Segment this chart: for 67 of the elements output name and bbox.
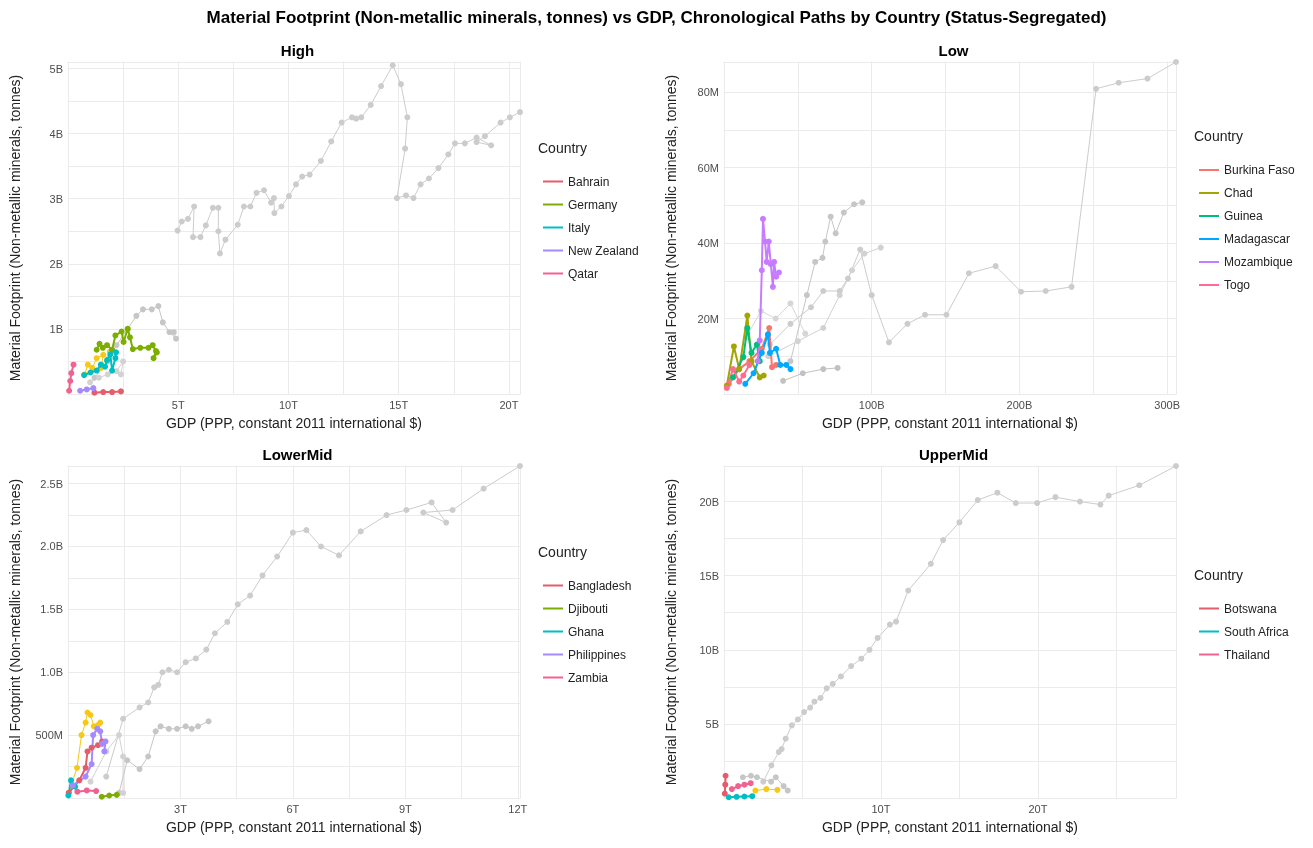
legend-label: Thailand xyxy=(1224,647,1271,662)
legend-label: Chad xyxy=(1224,186,1253,200)
x-tick-label: 300B xyxy=(1154,398,1180,411)
x-axis-title: GDP (PPP, constant 2011 international $) xyxy=(165,819,423,835)
x-tick-label: 10T xyxy=(871,802,891,815)
y-tick-label: 15B xyxy=(699,569,719,582)
y-tick-label: 1.5B xyxy=(40,603,63,616)
legend-label: Djibouti xyxy=(568,601,609,616)
legend-label: Philippines xyxy=(568,647,627,662)
x-tick-label: 10T xyxy=(279,398,299,411)
y-tick-label: 10B xyxy=(699,643,719,656)
x-tick-label: 15T xyxy=(389,398,409,411)
x-tick-label: 6T xyxy=(286,802,300,815)
legend-label: Bangladesh xyxy=(568,578,632,593)
legend-label: Guinea xyxy=(1224,209,1264,223)
y-tick-label: 80M xyxy=(697,86,719,99)
legend-label: Burkina Faso xyxy=(1224,163,1296,177)
legend-label: Bahrain xyxy=(568,174,610,189)
x-tick-label: 20T xyxy=(1028,802,1048,815)
legend-label: Madagascar xyxy=(1224,232,1291,246)
legend-label: Italy xyxy=(568,220,591,235)
y-axis-title: Material Footprint (Non-metallic minerals, tonnes) xyxy=(7,74,23,382)
y-axis-title: Material Footprint (Non-metallic minerals, tonnes) xyxy=(663,478,679,786)
x-tick-label: 100B xyxy=(858,398,885,411)
y-tick-label: 4B xyxy=(49,127,63,140)
y-tick-label: 20M xyxy=(697,312,719,325)
y-axis-title: Material Footprint (Non-metallic minerals, tonnes) xyxy=(663,74,679,382)
x-axis-title: GDP (PPP, constant 2011 international $) xyxy=(821,415,1079,431)
y-tick-label: 20B xyxy=(699,495,719,508)
text: Material Footprint (Non-metallic minerals, tonnes) vs GDP, Chronological Paths by Country (Status-Segregated) xyxy=(206,8,1107,28)
x-tick-label: 20T xyxy=(499,398,519,411)
x-tick-label: 3T xyxy=(174,802,188,815)
legend-label: New Zealand xyxy=(568,243,639,258)
legend-title: Country xyxy=(1194,566,1244,583)
x-axis-title: GDP (PPP, constant 2011 international $) xyxy=(165,415,423,431)
y-tick-label: 2.0B xyxy=(40,540,63,553)
chart-title: LowerMid xyxy=(262,446,333,463)
legend-label: Zambia xyxy=(568,670,609,685)
legend-label: Germany xyxy=(568,197,618,212)
legend-label: Qatar xyxy=(568,266,599,281)
y-tick-label: 40M xyxy=(697,237,719,250)
x-tick-label: 200B xyxy=(1006,398,1033,411)
legend-label: Botswana xyxy=(1224,601,1278,616)
y-tick-label: 1.0B xyxy=(40,666,63,679)
chart-title: High xyxy=(280,42,315,59)
y-tick-label: 60M xyxy=(697,161,719,174)
x-tick-label: 12T xyxy=(508,802,528,815)
legend-title: Country xyxy=(538,139,588,156)
y-tick-label: 5B xyxy=(49,62,63,75)
y-tick-label: 3B xyxy=(49,192,63,205)
x-tick-label: 9T xyxy=(398,802,413,815)
legend-label: South Africa xyxy=(1224,624,1290,639)
x-tick-label: 5T xyxy=(171,398,185,411)
legend-title: Country xyxy=(538,543,588,560)
chart-title: UpperMid xyxy=(918,446,989,463)
y-tick-label: 500M xyxy=(35,729,63,742)
legend-label: Ghana xyxy=(568,624,605,639)
y-tick-label: 1B xyxy=(49,322,63,335)
legend-title: Country xyxy=(1194,128,1244,144)
y-tick-label: 2B xyxy=(49,257,63,270)
y-tick-label: 2.5B xyxy=(40,477,63,490)
x-axis-title: GDP (PPP, constant 2011 international $) xyxy=(821,819,1079,835)
y-axis-title: Material Footprint (Non-metallic minerals, tonnes) xyxy=(7,478,23,786)
chart-title: Low xyxy=(938,42,969,59)
y-tick-label: 5B xyxy=(705,717,719,730)
legend-label: Mozambique xyxy=(1224,255,1294,269)
legend-label: Togo xyxy=(1224,278,1251,292)
